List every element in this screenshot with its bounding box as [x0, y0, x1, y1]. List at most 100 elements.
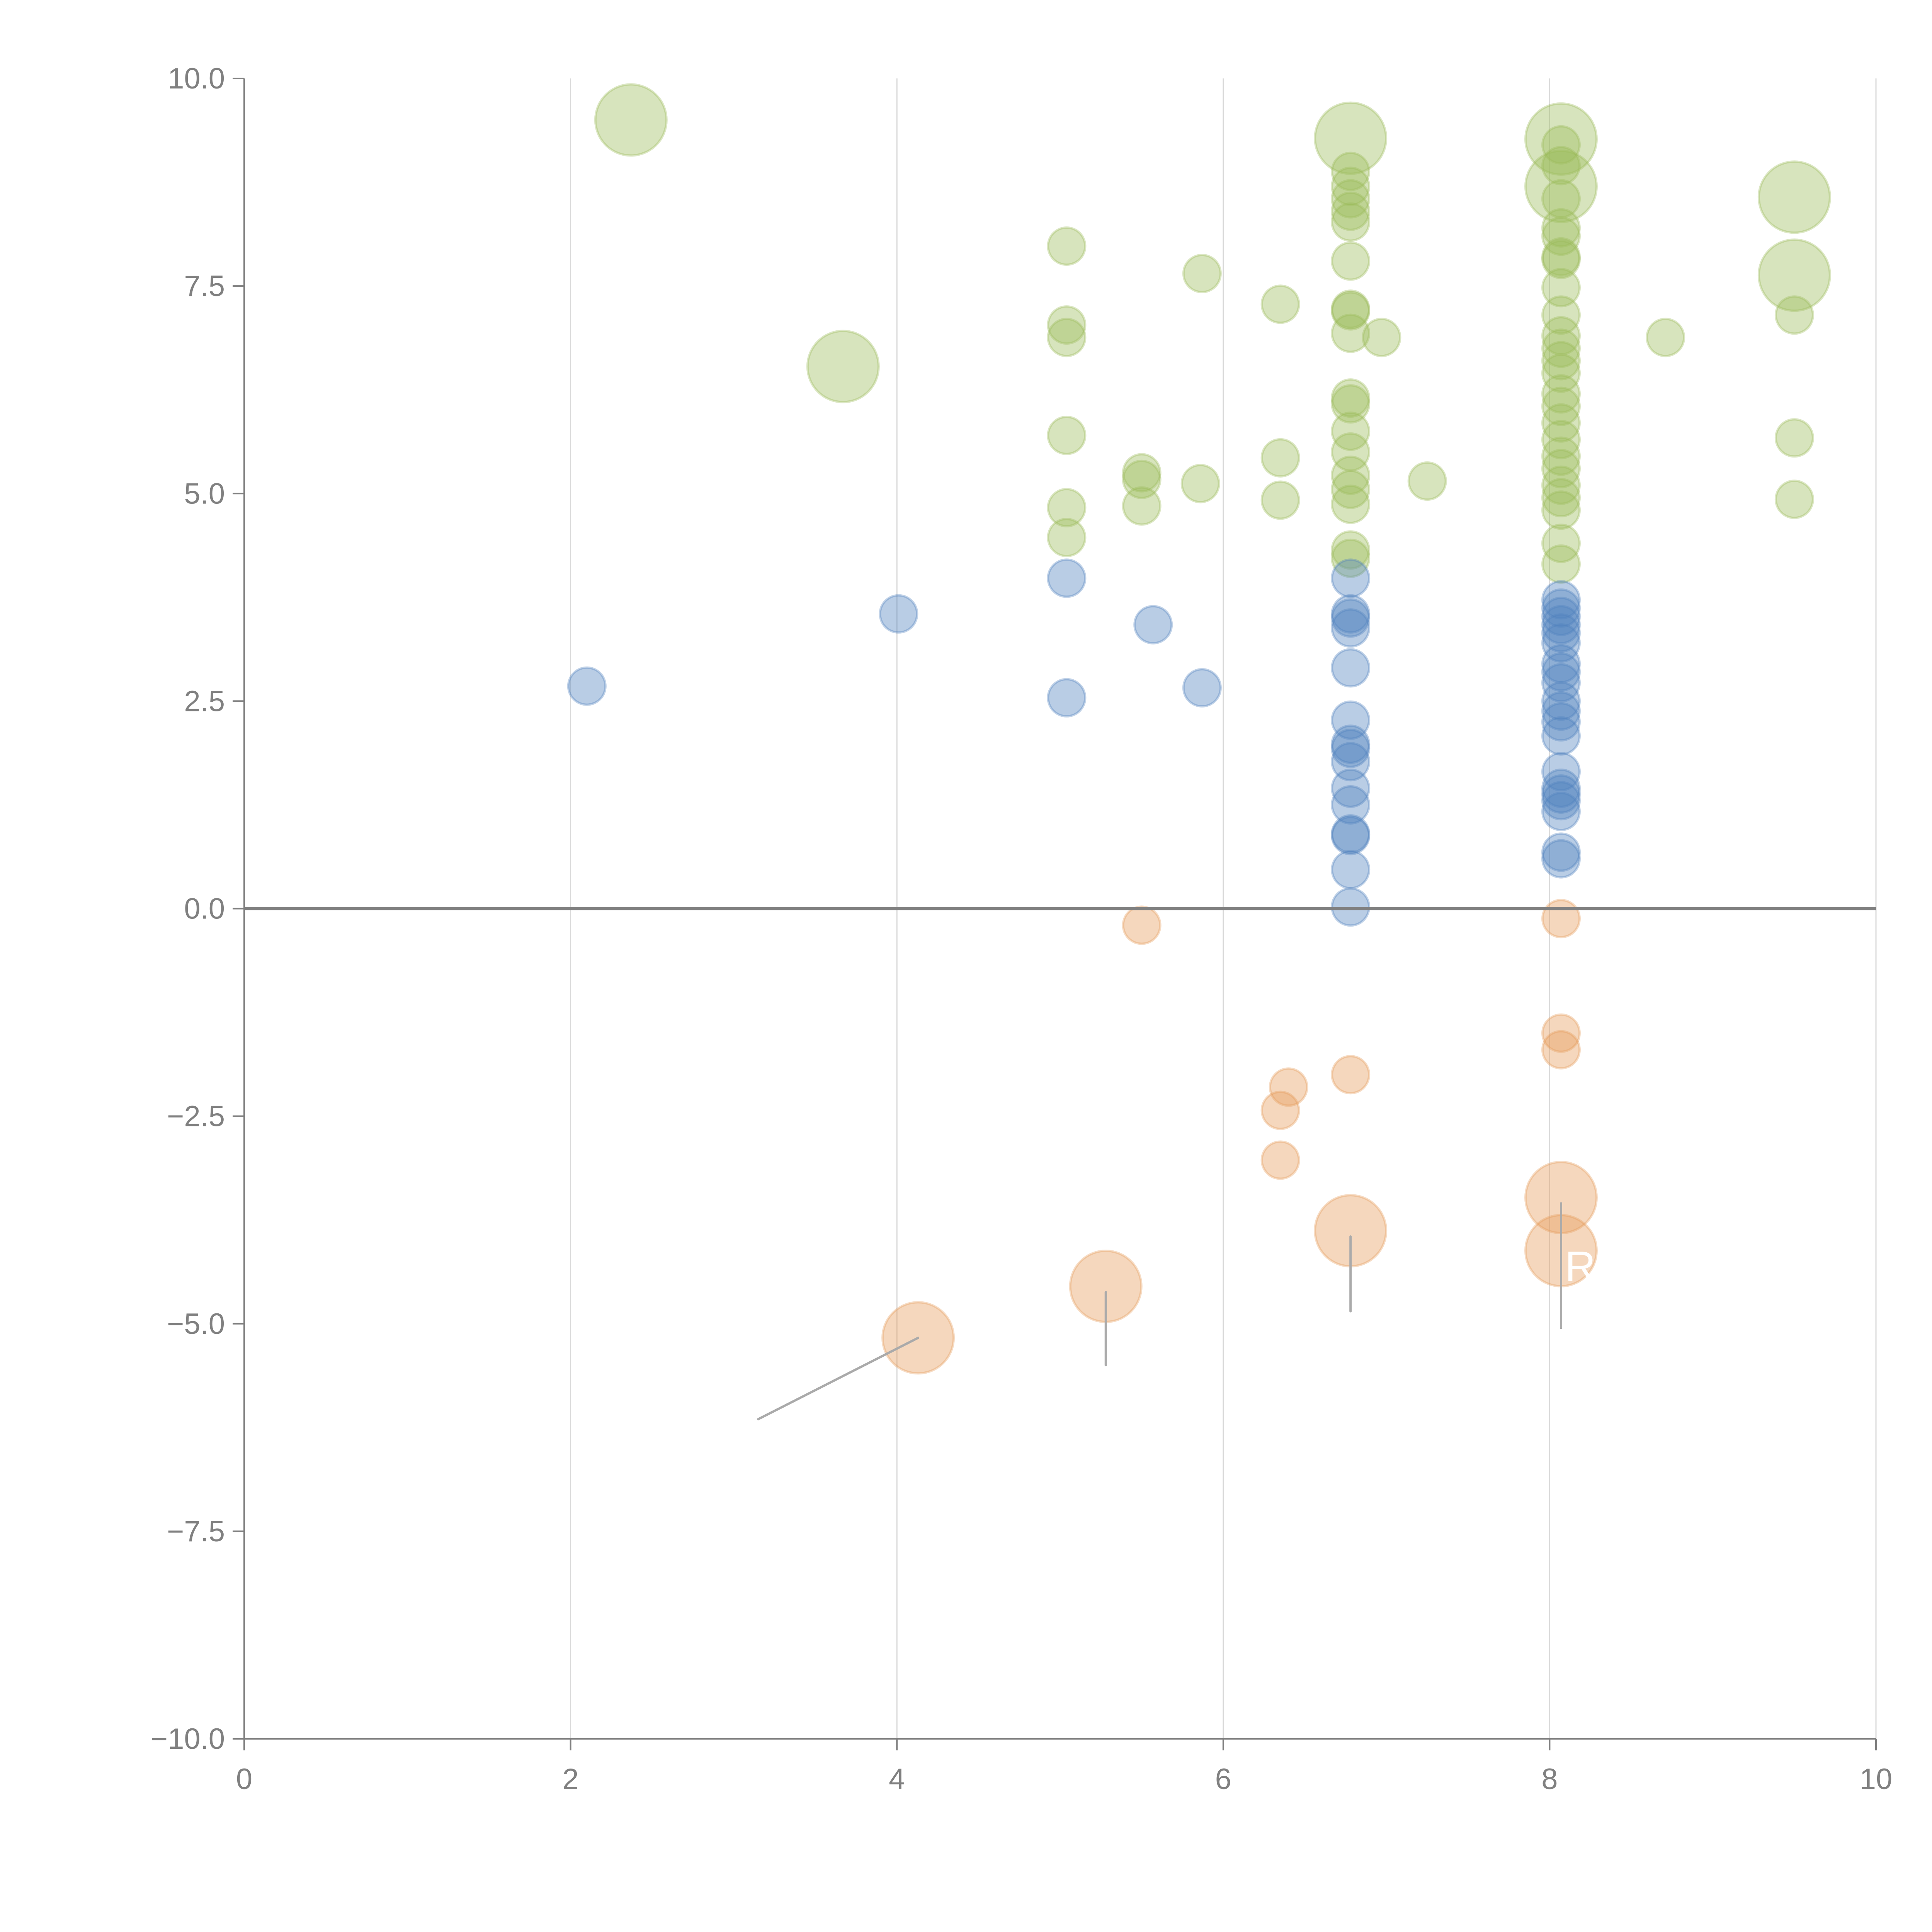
- data-point-blue: [1541, 768, 1581, 808]
- data-point-green: [1646, 318, 1685, 357]
- data-point-blue: [1331, 814, 1371, 854]
- data-point-green: [1541, 216, 1581, 256]
- data-point-blue: [879, 594, 918, 634]
- data-point-green: [1524, 102, 1598, 176]
- data-point-blue: [1331, 742, 1371, 782]
- data-point-green: [1047, 518, 1087, 558]
- data-point-green: [1331, 530, 1371, 570]
- data-point-green: [1362, 318, 1401, 357]
- x-tick-label: 0: [236, 1763, 252, 1796]
- data-point-blue: [1541, 792, 1581, 832]
- data-point-blue: [1331, 594, 1371, 634]
- data-point-green: [1331, 538, 1371, 578]
- y-tick-label: 5.0: [184, 477, 225, 510]
- y-tick-label: 7.5: [184, 270, 225, 303]
- data-point-green: [1541, 436, 1581, 476]
- data-point-green: [1541, 341, 1581, 381]
- data-point-green: [1541, 316, 1581, 356]
- data-point-green: [1541, 449, 1581, 488]
- data-point-blue: [1331, 728, 1371, 768]
- data-point-green: [1331, 167, 1371, 206]
- data-point-blue: [1541, 702, 1581, 742]
- data-point-green: [1047, 415, 1087, 455]
- y-tick-label: −10.0: [151, 1723, 225, 1755]
- data-point-blue: [1541, 623, 1581, 663]
- data-point-green: [1331, 313, 1371, 353]
- data-point-green: [1047, 318, 1087, 357]
- data-point-orange: [1541, 1030, 1581, 1070]
- data-point-green: [1331, 455, 1371, 495]
- data-point-blue: [1331, 700, 1371, 740]
- data-point-green: [1182, 253, 1222, 293]
- data-point-green: [1541, 420, 1581, 459]
- data-point-green: [1541, 374, 1581, 414]
- data-point-green: [1541, 268, 1581, 308]
- data-point-blue: [1331, 724, 1371, 764]
- data-point-green: [1541, 544, 1581, 584]
- data-point-green: [1524, 150, 1598, 223]
- data-point-green: [1331, 289, 1371, 329]
- data-point-green: [1541, 125, 1581, 165]
- data-point-blue: [1541, 613, 1581, 653]
- data-point-blue: [1541, 752, 1581, 791]
- data-point-blue: [1047, 678, 1087, 718]
- data-point-blue: [1541, 839, 1581, 879]
- data-point-green: [1541, 295, 1581, 335]
- data-point-blue: [1331, 887, 1371, 927]
- y-tick-label: 2.5: [184, 685, 225, 718]
- data-point-blue: [1331, 608, 1371, 648]
- point-label: R: [1565, 1243, 1595, 1290]
- data-point-orange: [1260, 1090, 1300, 1130]
- data-point-green: [1260, 480, 1300, 520]
- data-point-blue: [1331, 816, 1371, 855]
- data-point-blue: [1541, 652, 1581, 692]
- data-point-green: [1541, 179, 1581, 219]
- data-point-green: [1541, 353, 1581, 393]
- data-point-green: [1541, 146, 1581, 185]
- data-point-green: [1541, 490, 1581, 530]
- data-point-blue: [1541, 832, 1581, 872]
- data-point-green: [1260, 438, 1300, 478]
- data-point-green: [1331, 202, 1371, 242]
- data-point-green: [1260, 284, 1300, 324]
- data-point-green: [1541, 237, 1581, 277]
- data-point-blue: [1541, 691, 1581, 731]
- data-point-green: [1047, 226, 1087, 266]
- data-point-green: [1331, 179, 1371, 219]
- data-point-blue: [1541, 663, 1581, 703]
- data-point-green: [1122, 453, 1162, 493]
- data-point-blue: [1541, 605, 1581, 645]
- data-point-blue: [1541, 781, 1581, 821]
- data-point-green: [1541, 403, 1581, 443]
- y-tick-label: −5.0: [167, 1308, 225, 1340]
- data-point-green: [1541, 386, 1581, 426]
- data-point-blue: [1541, 580, 1581, 620]
- data-point-blue: [1182, 668, 1222, 707]
- data-point-green: [1541, 465, 1581, 505]
- data-point-green: [1331, 291, 1371, 331]
- data-point-blue: [1331, 558, 1371, 598]
- data-point-green: [1774, 418, 1814, 458]
- data-point-blue: [1331, 850, 1371, 889]
- data-points: [567, 83, 1831, 1375]
- x-tick-label: 6: [1215, 1763, 1231, 1796]
- y-tick-label: 10.0: [168, 62, 225, 95]
- data-point-green: [806, 330, 880, 403]
- data-point-green: [1757, 160, 1831, 234]
- data-point-green: [1180, 464, 1220, 503]
- data-point-green: [1331, 469, 1371, 509]
- data-point-green: [1774, 480, 1814, 519]
- leader-line: [757, 1337, 920, 1420]
- y-tick-label: 0.0: [184, 893, 225, 925]
- data-point-green: [1122, 486, 1162, 526]
- data-point-orange: [1541, 1013, 1581, 1053]
- data-point-green: [1331, 151, 1371, 191]
- data-point-orange: [1269, 1067, 1308, 1107]
- y-tick-label: −2.5: [167, 1100, 225, 1133]
- data-point-green: [1331, 412, 1371, 451]
- data-point-green: [1541, 208, 1581, 248]
- data-point-green: [1541, 478, 1581, 517]
- data-point-green: [1331, 485, 1371, 524]
- data-point-green: [1541, 240, 1581, 279]
